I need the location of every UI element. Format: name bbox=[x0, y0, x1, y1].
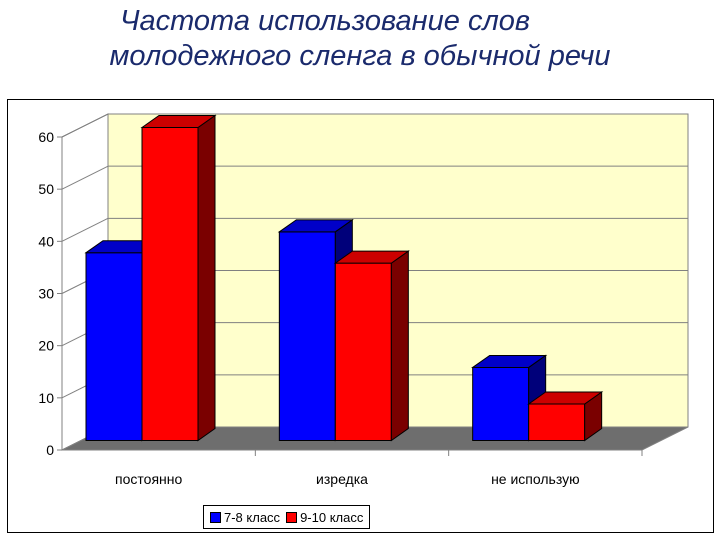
x-tick-label: постоянно bbox=[115, 471, 182, 487]
y-tick-label: 60 bbox=[38, 129, 54, 145]
legend-swatch-7-8-class bbox=[210, 511, 221, 523]
bar-chart: 0 10 20 30 40 50 60 постоянно изредка не использу… bbox=[38, 113, 689, 487]
x-tick-label: не использую bbox=[491, 471, 580, 487]
chart-title-line-1: Частота использование слов bbox=[119, 5, 531, 37]
y-tick-label: 40 bbox=[38, 233, 54, 249]
bar-9-10-cat3-front bbox=[528, 403, 586, 441]
chart-title: Частота использование слов молодежного с… bbox=[0, 4, 720, 74]
bar-9-10-cat2-top bbox=[333, 250, 410, 264]
x-tick-label: изредка bbox=[316, 471, 368, 487]
bar-7-8-cat3-top bbox=[471, 354, 548, 368]
bar-9-10-cat2-front bbox=[334, 262, 392, 441]
legend-label-9-10-class: 9-10 класс bbox=[300, 509, 364, 525]
gridline-side bbox=[61, 165, 109, 190]
bar-9-10-cat1-front bbox=[141, 127, 199, 441]
chart-title-line-2: молодежного сленга в обычной речи bbox=[109, 40, 611, 72]
bar-7-8-cat3-front bbox=[472, 366, 530, 441]
legend-swatch-9-10-class bbox=[286, 511, 298, 523]
chart-area: 0 10 20 30 40 50 60 постоянно изредка не использу… bbox=[7, 99, 714, 533]
bar-9-10-cat1-side bbox=[197, 114, 216, 442]
legend-item-7-8-class: 7-8 класс bbox=[210, 510, 280, 525]
bar-9-10-cat3-top bbox=[527, 391, 604, 405]
bar-9-10-cat2-side bbox=[390, 250, 409, 442]
bar-7-8-cat2-front bbox=[278, 231, 336, 441]
y-tick-label: 20 bbox=[38, 338, 54, 354]
y-tick-label: 0 bbox=[46, 442, 54, 458]
legend-label-7-8-class: 7-8 класс bbox=[224, 509, 281, 525]
bar-9-10-cat1-top bbox=[140, 115, 217, 128]
legend-item-9-10-class: 9-10 класс bbox=[286, 510, 363, 525]
gridline-side bbox=[61, 113, 109, 138]
y-tick-label: 30 bbox=[38, 286, 54, 302]
bar-7-8-cat1-front bbox=[85, 252, 143, 441]
bar-7-8-cat2-top bbox=[277, 219, 354, 233]
y-tick-label: 10 bbox=[38, 390, 54, 406]
gridline-side bbox=[61, 217, 109, 242]
y-tick-label: 50 bbox=[38, 181, 54, 197]
chart-legend: 7-8 класс 9-10 класс bbox=[203, 505, 371, 529]
